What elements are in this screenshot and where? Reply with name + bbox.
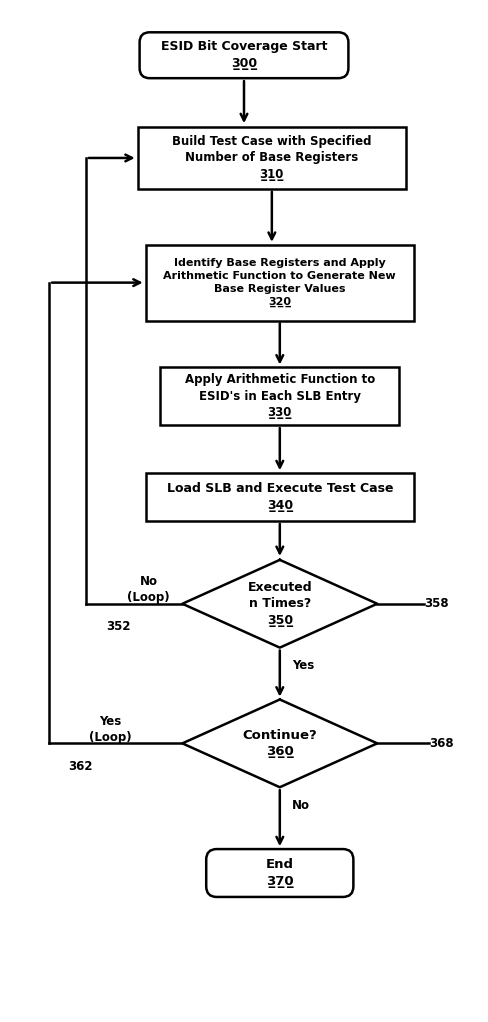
Text: Load SLB and Execute Test Case
3̲4̲0̲: Load SLB and Execute Test Case 3̲4̲0̲ [166, 482, 392, 512]
Text: Continue?
3̲6̲0̲: Continue? 3̲6̲0̲ [242, 729, 317, 758]
Bar [145, 244, 413, 321]
Text: End
3̲7̲0̲: End 3̲7̲0̲ [265, 858, 293, 888]
Text: No: No [291, 799, 309, 811]
Text: 368: 368 [428, 737, 453, 750]
Text: (Loop): (Loop) [89, 731, 132, 744]
Text: Yes: Yes [291, 659, 313, 672]
Text: Identify Base Registers and Apply
Arithmetic Function to Generate New
Base Regis: Identify Base Registers and Apply Arithm… [163, 259, 395, 307]
Bar [145, 473, 413, 521]
Text: 352: 352 [106, 620, 131, 634]
Text: 358: 358 [423, 597, 447, 610]
Text: (Loop): (Loop) [127, 592, 169, 604]
Text: 362: 362 [68, 759, 93, 773]
Bar [137, 127, 405, 189]
Text: Build Test Case with Specified
Number of Base Registers
3̲1̲0̲: Build Test Case with Specified Number of… [172, 135, 371, 181]
Bar [160, 367, 398, 425]
FancyBboxPatch shape [139, 33, 347, 78]
Text: ESID Bit Coverage Start
3̲0̲0̲: ESID Bit Coverage Start 3̲0̲0̲ [161, 41, 326, 69]
FancyBboxPatch shape [206, 849, 353, 897]
Text: Executed
n Times?
3̲5̲0̲: Executed n Times? 3̲5̲0̲ [247, 580, 311, 626]
Text: Yes: Yes [100, 715, 122, 728]
Text: Apply Arithmetic Function to
ESID's in Each SLB Entry
3̲3̲0̲: Apply Arithmetic Function to ESID's in E… [184, 373, 374, 419]
Text: No: No [139, 575, 157, 589]
